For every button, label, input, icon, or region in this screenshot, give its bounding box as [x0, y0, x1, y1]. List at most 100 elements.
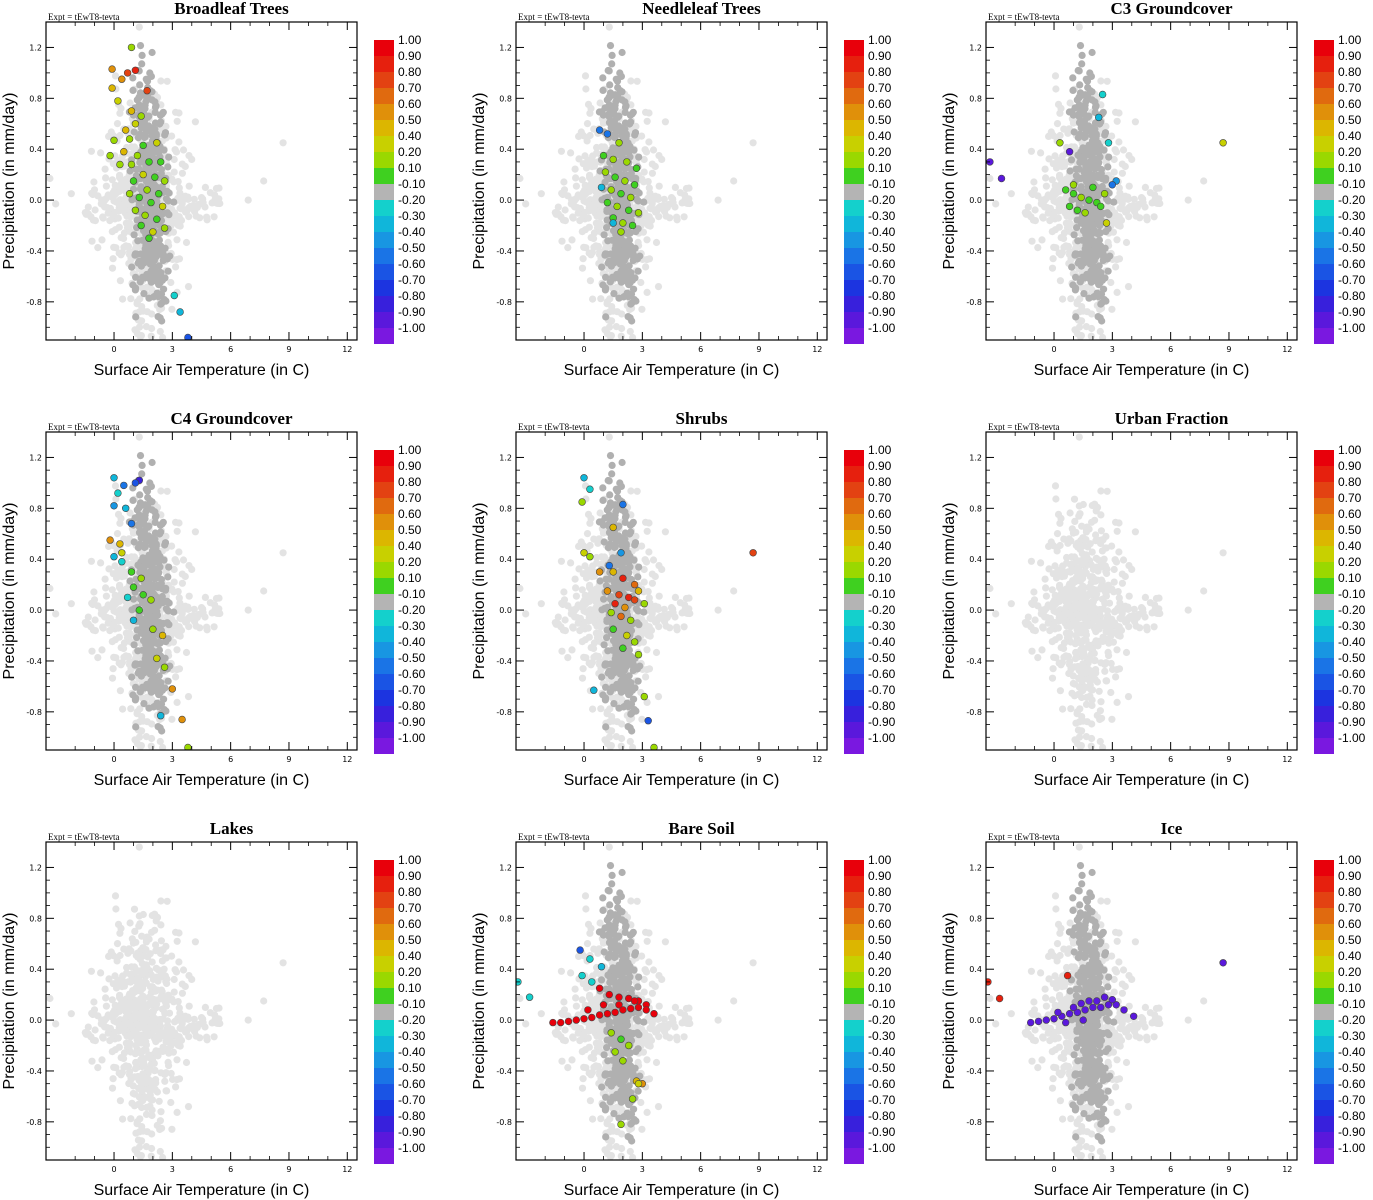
point-background	[749, 139, 757, 147]
point-background	[642, 263, 650, 271]
plot-frame	[985, 21, 1298, 341]
colorbar-label: 0.90	[1338, 49, 1362, 63]
point-colored	[110, 552, 118, 561]
point-insignificant	[640, 198, 648, 206]
x-tick-label: 6	[1168, 345, 1173, 354]
point-background	[173, 527, 181, 535]
point-colored	[114, 489, 122, 497]
point-insignificant	[164, 197, 172, 205]
point-insignificant	[141, 122, 149, 131]
point-background	[147, 742, 155, 750]
point-background	[126, 658, 134, 666]
point-background	[1099, 333, 1107, 340]
point-colored	[619, 219, 627, 227]
point-background	[1118, 169, 1126, 177]
point-insignificant	[138, 60, 146, 68]
point-background	[1112, 263, 1120, 271]
point-background	[184, 283, 193, 291]
point-background	[117, 104, 125, 112]
colorbar-label: -0.80	[398, 699, 426, 713]
point-colored	[131, 206, 140, 215]
point-colored	[609, 219, 617, 227]
scatter-points	[46, 23, 287, 340]
point-background	[171, 629, 179, 637]
point-background	[643, 236, 651, 244]
point-insignificant	[136, 81, 144, 89]
point-insignificant	[158, 299, 166, 307]
point-background	[182, 238, 191, 247]
colorbar-swatch	[374, 482, 394, 498]
point-background	[605, 23, 613, 31]
point-background	[1055, 249, 1063, 257]
point-background	[1042, 182, 1050, 190]
point-colored	[617, 228, 625, 236]
colorbar-swatch	[1314, 200, 1334, 216]
point-background	[581, 152, 589, 160]
colorbar-swatch	[844, 120, 864, 136]
point-colored	[168, 685, 177, 693]
point-insignificant	[139, 205, 147, 213]
point-background	[590, 205, 599, 213]
point-background	[1039, 213, 1047, 221]
point-insignificant	[620, 245, 628, 253]
point-background	[116, 131, 124, 140]
point-insignificant	[152, 540, 160, 548]
point-background	[572, 584, 580, 592]
point-colored	[153, 139, 161, 147]
point-insignificant	[154, 313, 162, 321]
point-background	[203, 623, 211, 631]
point-background	[147, 332, 155, 340]
point-insignificant	[1092, 130, 1100, 138]
point-colored	[137, 574, 145, 582]
colorbar-swatch	[844, 216, 864, 232]
colorbar-swatch	[374, 280, 394, 296]
point-insignificant	[628, 299, 636, 307]
colorbar-swatch	[374, 594, 394, 610]
point-insignificant	[1071, 104, 1079, 112]
point-insignificant	[1082, 75, 1090, 83]
point-background	[597, 203, 605, 211]
point-insignificant	[159, 596, 167, 604]
point-insignificant	[1072, 273, 1080, 281]
point-background	[159, 743, 167, 750]
point-background	[1024, 203, 1032, 211]
point-background	[115, 633, 123, 641]
colorbar-swatch	[374, 216, 394, 232]
point-insignificant	[151, 508, 159, 516]
point-insignificant	[1072, 313, 1080, 321]
point-background	[619, 349, 626, 356]
point-background	[185, 182, 193, 190]
point-background	[81, 619, 89, 627]
point-background	[89, 626, 97, 634]
point-colored	[120, 148, 128, 156]
point-insignificant	[611, 101, 619, 109]
point-insignificant	[133, 506, 141, 514]
point-insignificant	[138, 461, 146, 469]
point-background	[654, 195, 662, 203]
point-insignificant	[602, 273, 610, 281]
point-insignificant	[165, 153, 173, 161]
point-colored	[621, 177, 629, 185]
point-background	[116, 581, 124, 589]
colorbar-swatch	[374, 658, 394, 674]
colorbar-label: -0.30	[398, 619, 426, 633]
point-background	[114, 624, 122, 632]
point-background	[1073, 298, 1081, 306]
point-background	[81, 209, 89, 217]
x-tick-label: 9	[286, 345, 291, 354]
point-background	[992, 200, 1000, 208]
point-insignificant	[621, 98, 629, 106]
colorbar-label: 0.50	[398, 113, 422, 127]
point-background	[596, 99, 604, 107]
point-background	[84, 203, 92, 211]
point-insignificant	[135, 529, 144, 537]
point-background	[590, 125, 598, 133]
point-background	[627, 77, 635, 85]
point-insignificant	[600, 231, 608, 239]
point-background	[260, 587, 268, 595]
point-colored	[143, 86, 151, 95]
point-insignificant	[164, 607, 172, 615]
point-insignificant	[132, 313, 140, 321]
point-insignificant	[611, 133, 619, 142]
colorbar-swatch	[1314, 88, 1334, 104]
